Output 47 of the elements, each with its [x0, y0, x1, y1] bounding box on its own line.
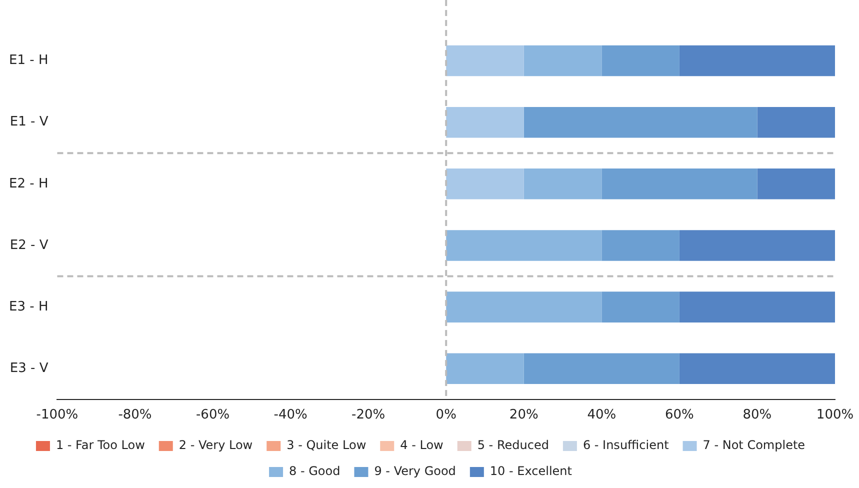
x-tick-label: 80%: [742, 408, 772, 423]
x-tick-label: 20%: [509, 408, 538, 423]
y-tick-label: E3 - H: [8, 299, 48, 314]
bar: [679, 353, 835, 384]
bar: [524, 106, 758, 138]
bar: [679, 45, 835, 76]
y-tick-label: E1 - V: [10, 114, 48, 130]
bar: [757, 106, 835, 138]
x-tick-label: -20%: [352, 408, 386, 423]
bar: [602, 292, 680, 322]
bar: [446, 45, 524, 76]
bar: [446, 353, 524, 384]
bar: [679, 292, 835, 322]
bar: [679, 230, 835, 261]
bar: [602, 45, 680, 76]
bar: [524, 168, 602, 200]
bar: [602, 168, 758, 200]
x-tick-label: 60%: [664, 408, 694, 423]
bar: [446, 168, 524, 200]
legend-label: 6 - Insufficient: [582, 438, 670, 452]
x-tick-label: -80%: [118, 408, 152, 423]
x-tick-label: 40%: [587, 408, 616, 423]
legend-label: 7 - Not Complete: [702, 438, 806, 452]
y-tick-label: E1 - H: [8, 53, 48, 68]
y-tick-label: E2 - V: [10, 238, 48, 253]
legend-label: 1 - Far Too Low: [56, 438, 146, 452]
bar: [602, 230, 680, 261]
bar: [524, 45, 602, 76]
legend-label: 5 - Reduced: [477, 438, 549, 452]
x-tick-label: -100%: [36, 408, 78, 423]
bar: [524, 353, 680, 384]
legend-label: 8 - Good: [289, 464, 340, 478]
bar: [446, 230, 602, 261]
y-tick-label: E3 - V: [10, 360, 48, 376]
x-tick-label: 100%: [816, 408, 854, 423]
bar: [757, 168, 835, 200]
legend-label: 10 - Excellent: [490, 464, 572, 478]
legend-label: 2 - Very Low: [178, 438, 253, 452]
legend-label: 4 - Low: [400, 438, 444, 452]
bar: [446, 106, 524, 138]
x-tick-label: -60%: [196, 408, 230, 423]
x-tick-label: -40%: [274, 408, 308, 423]
bar: [446, 292, 602, 322]
legend-label: 9 - Very Good: [374, 464, 456, 478]
x-tick-label: 0%: [436, 408, 456, 423]
y-tick-label: E2 - H: [8, 176, 48, 192]
legend-label: 3 - Quite Low: [286, 438, 366, 452]
